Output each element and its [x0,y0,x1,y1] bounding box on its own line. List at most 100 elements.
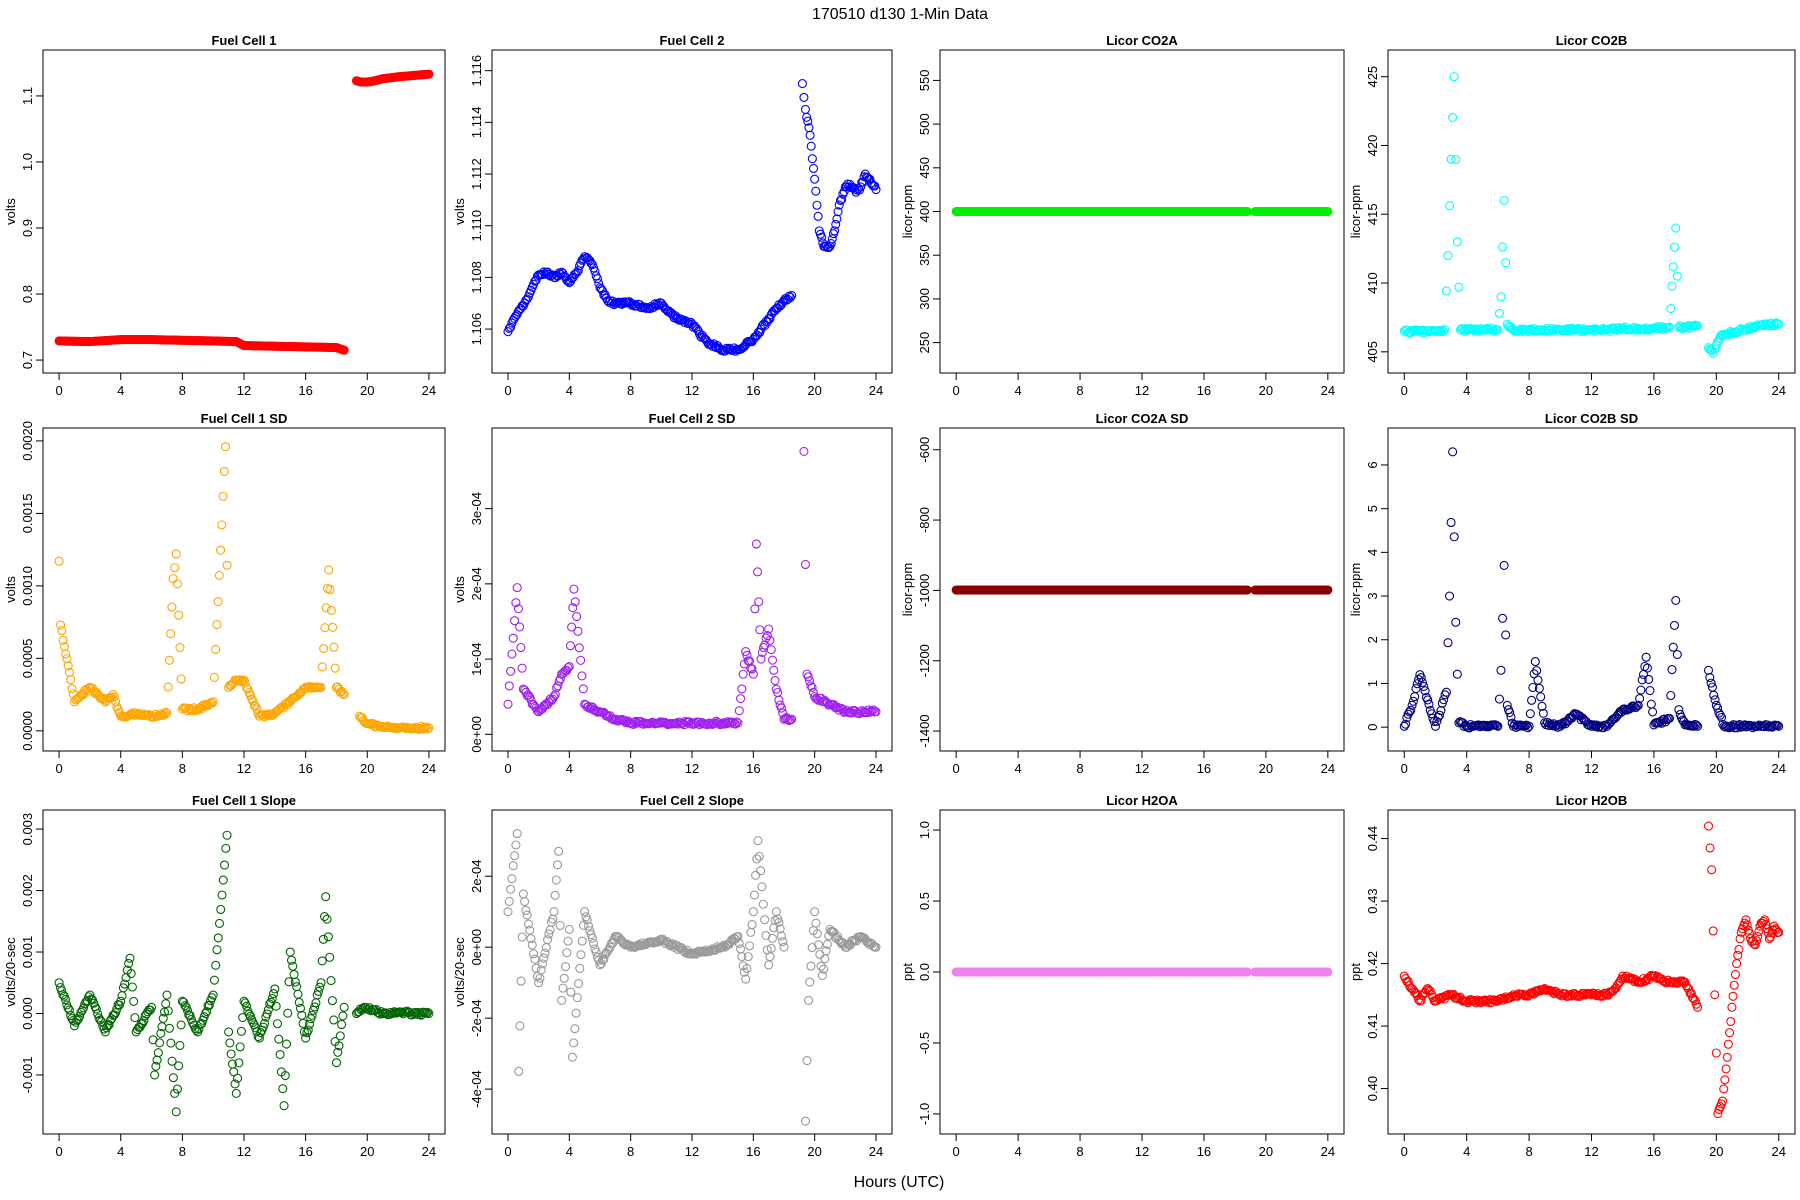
data-point [166,629,176,639]
data-series [54,69,434,355]
x-tick-label: 12 [1584,1144,1598,1159]
data-point [331,1058,342,1068]
data-point [252,1027,262,1037]
data-point [532,971,542,981]
data-point [508,861,518,871]
panel-title: Licor H2OB [1556,793,1628,808]
data-point [760,640,770,650]
data-point [1430,721,1441,731]
data-point [576,950,586,960]
data-point [594,278,604,289]
data-point [631,716,641,726]
data-point [1666,690,1676,701]
data-point [1597,990,1607,1000]
y-tick-label: -600 [917,437,932,463]
data-point [62,654,72,664]
data-point [504,896,514,906]
data-point [539,953,549,963]
data-point [575,963,585,973]
data-point [1671,223,1681,233]
data-point [207,993,217,1003]
data-point [758,899,768,909]
data-point [550,890,560,900]
data-point [506,666,516,676]
data-point [279,1101,289,1111]
data-point [1439,695,1449,705]
data-point [514,1066,524,1076]
data-point [293,989,303,999]
data-point [565,641,576,651]
data-point [202,1007,212,1017]
data-point [334,1041,344,1051]
data-point [82,996,92,1006]
data-point [608,938,618,948]
x-tick-label: 24 [422,383,436,398]
data-point [1624,974,1634,984]
data-point [1667,664,1677,675]
x-tick-label: 12 [685,761,699,776]
data-point [741,647,751,657]
data-point [548,694,558,704]
data-point [1668,642,1678,652]
panel-title: Licor CO2A [1106,33,1178,48]
data-point [421,1008,431,1018]
data-point [163,1006,173,1016]
data-point [328,622,338,632]
data-point [508,633,518,643]
data-point [1645,686,1655,696]
data-point [847,936,857,946]
data-point [1710,990,1720,1000]
data-point [285,947,295,957]
data-point [1494,308,1505,318]
panel: Licor CO2A 0 4 8 12 16 20 24 250 300 350 400 450 500 5… [900,33,1345,398]
data-point [218,875,228,885]
data-point [770,675,780,686]
data-point [170,563,180,573]
data-point [1505,707,1515,718]
data-point [222,560,232,570]
data-point [95,1015,105,1025]
y-tick-label: 0.41 [1365,1013,1380,1038]
data-point [85,990,95,1000]
data-point [278,1084,288,1094]
y-axis-label: licor-ppm [1348,185,1363,238]
data-point [259,1018,270,1028]
data-point [1705,673,1715,683]
data-point [835,195,845,206]
plot-frame [42,49,446,374]
y-tick-label: 0.5 [917,892,932,910]
data-point [504,681,514,691]
data-point [785,292,795,303]
data-point [111,696,121,706]
y-axis-label: volts [452,576,467,603]
x-tick-label: 12 [1584,383,1598,398]
data-point [802,1056,812,1066]
y-tick-label: 2e-04 [469,860,484,893]
data-point [303,1025,313,1035]
data-point [233,1073,243,1083]
y-tick-label: 0.0 [917,963,932,981]
data-point [1691,321,1701,331]
data-point [315,982,325,992]
data-point [64,1005,74,1015]
data-point [819,964,829,974]
data-point [813,940,824,950]
data-point [558,983,568,993]
data-point [523,919,533,929]
x-tick-label: 8 [627,1144,634,1159]
y-tick-label: 1.106 [469,313,484,346]
y-tick-label: 405 [1365,341,1380,363]
data-point [248,1017,258,1028]
data-point [1716,712,1727,723]
data-point [591,947,601,957]
x-tick-label: 16 [1197,383,1211,398]
data-point [1441,286,1451,296]
plot-frame [1387,49,1796,374]
data-point [520,896,530,907]
data-point [325,952,335,962]
data-point [322,914,332,924]
y-tick-label: 0.0010 [20,566,35,606]
data-point [804,123,814,133]
data-point [1642,663,1652,673]
data-point [325,584,335,595]
